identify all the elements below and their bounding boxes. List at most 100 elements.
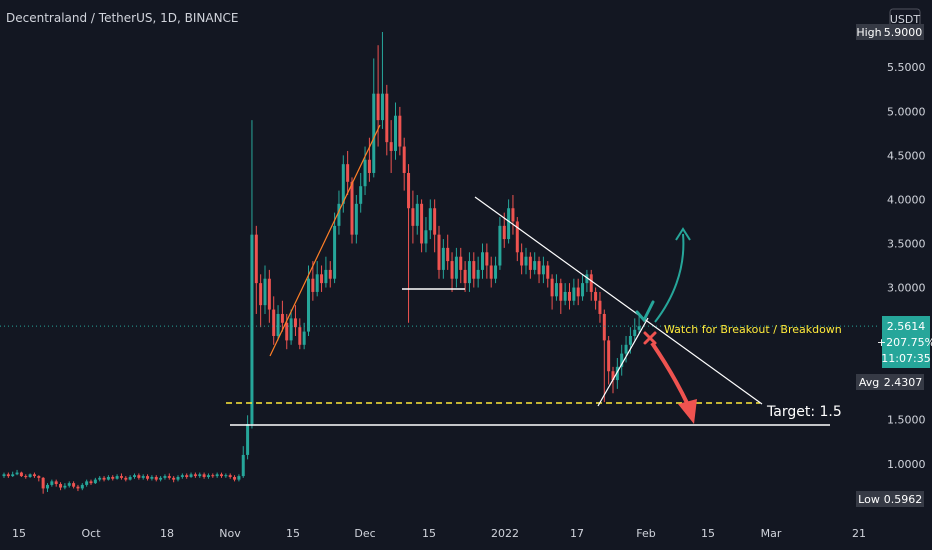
time-axis[interactable]: 15 Oct 18 Nov 15 Dec 15 2022 17 Feb 15 Mar 21 — [12, 527, 866, 540]
price-tick-label: 1.0000 — [887, 458, 926, 471]
candle-body — [11, 474, 15, 477]
candle-body — [272, 309, 276, 336]
time-tick-label: Mar — [761, 527, 782, 540]
candle-body — [285, 322, 289, 341]
candle-body — [402, 146, 406, 173]
time-tick-label: 15 — [286, 527, 300, 540]
candle-body — [585, 274, 589, 284]
candle-body — [37, 476, 41, 478]
candle-body — [568, 291, 571, 301]
target-annotation: Target: 1.5 — [766, 404, 842, 420]
candle-body — [324, 269, 328, 284]
cross-icon — [643, 331, 657, 345]
candle-body — [328, 269, 332, 279]
rising-trendline — [269, 124, 381, 357]
candle-body — [372, 93, 376, 173]
time-tick-label: 15 — [701, 527, 715, 540]
candle-body — [441, 247, 445, 270]
candle-body — [128, 476, 132, 480]
candles-layer — [2, 32, 641, 494]
candle-body — [41, 477, 45, 489]
candle-body — [554, 283, 558, 297]
candle-body — [359, 186, 363, 204]
candle-body — [15, 472, 19, 475]
high-value: 5.9000 — [884, 26, 923, 39]
candle-body — [633, 329, 637, 336]
candle-body — [511, 208, 515, 222]
candle-body — [611, 371, 615, 381]
candle-body — [615, 366, 619, 381]
candle-body — [485, 252, 489, 266]
time-tick-label: 17 — [570, 527, 584, 540]
candle-body — [302, 331, 306, 345]
candle-body — [307, 278, 310, 332]
candle-body — [85, 481, 89, 485]
breakout-arrow-head — [675, 227, 691, 241]
candle-body — [202, 474, 206, 477]
candle-body — [346, 164, 350, 182]
candle-body — [228, 475, 232, 477]
candle-body — [489, 265, 493, 279]
candle-body — [433, 208, 437, 235]
time-tick-label: Oct — [81, 527, 101, 540]
candle-body — [524, 256, 528, 266]
candle-body — [476, 269, 480, 279]
candle-body — [102, 477, 106, 480]
candle-body — [50, 481, 54, 485]
candle-body — [163, 476, 167, 478]
candle-body — [193, 474, 197, 477]
candle-body — [563, 291, 567, 301]
time-tick-label: 2022 — [491, 527, 519, 540]
descending-trendline — [474, 196, 763, 405]
candle-body — [293, 318, 297, 328]
candle-body — [341, 164, 345, 204]
candle-body — [111, 476, 115, 479]
candle-body — [67, 483, 71, 486]
candle-body — [46, 484, 49, 489]
candle-body — [32, 474, 36, 477]
price-badge — [882, 316, 930, 368]
candle-body — [620, 353, 624, 367]
candle-body — [454, 256, 458, 279]
candle-body — [428, 208, 432, 231]
candle-body — [289, 318, 293, 341]
time-tick-label: Feb — [636, 527, 655, 540]
candle-body — [607, 340, 611, 372]
price-axis[interactable]: 5.50005.00004.50004.00003.50003.00002.50… — [887, 61, 926, 471]
candle-body — [250, 234, 254, 425]
candle-body — [450, 261, 454, 279]
price-value: 2.5614 — [887, 320, 926, 333]
candle-body — [394, 115, 397, 151]
price-change: +207.75% — [877, 336, 932, 349]
candle-body — [472, 261, 476, 279]
candle-body — [2, 474, 6, 477]
candle-body — [507, 208, 511, 240]
candle-body — [146, 476, 150, 479]
low-value-bg — [882, 491, 924, 507]
ascending-support-line — [597, 317, 649, 407]
candle-body — [206, 475, 210, 477]
candle-body — [380, 93, 384, 121]
candle-body — [237, 476, 241, 480]
candle-body — [119, 476, 123, 478]
watch-annotation: Watch for Breakout / Breakdown — [664, 323, 842, 336]
candle-body — [498, 225, 502, 266]
candle-body — [602, 313, 606, 341]
candle-body — [106, 476, 110, 480]
candle-body — [581, 283, 585, 297]
candle-body — [76, 486, 80, 489]
candle-body — [133, 475, 136, 477]
candle-body — [533, 261, 537, 270]
candle-body — [376, 93, 380, 121]
candle-body — [398, 115, 402, 147]
candle-body — [546, 265, 550, 279]
candle-body — [333, 225, 337, 279]
candle-body — [494, 265, 498, 279]
high-value-bg — [882, 24, 924, 40]
candle-body — [311, 278, 315, 292]
candle-body — [463, 269, 467, 284]
currency-label: USDT — [890, 13, 921, 26]
price-tick-label: 4.5000 — [887, 149, 926, 162]
